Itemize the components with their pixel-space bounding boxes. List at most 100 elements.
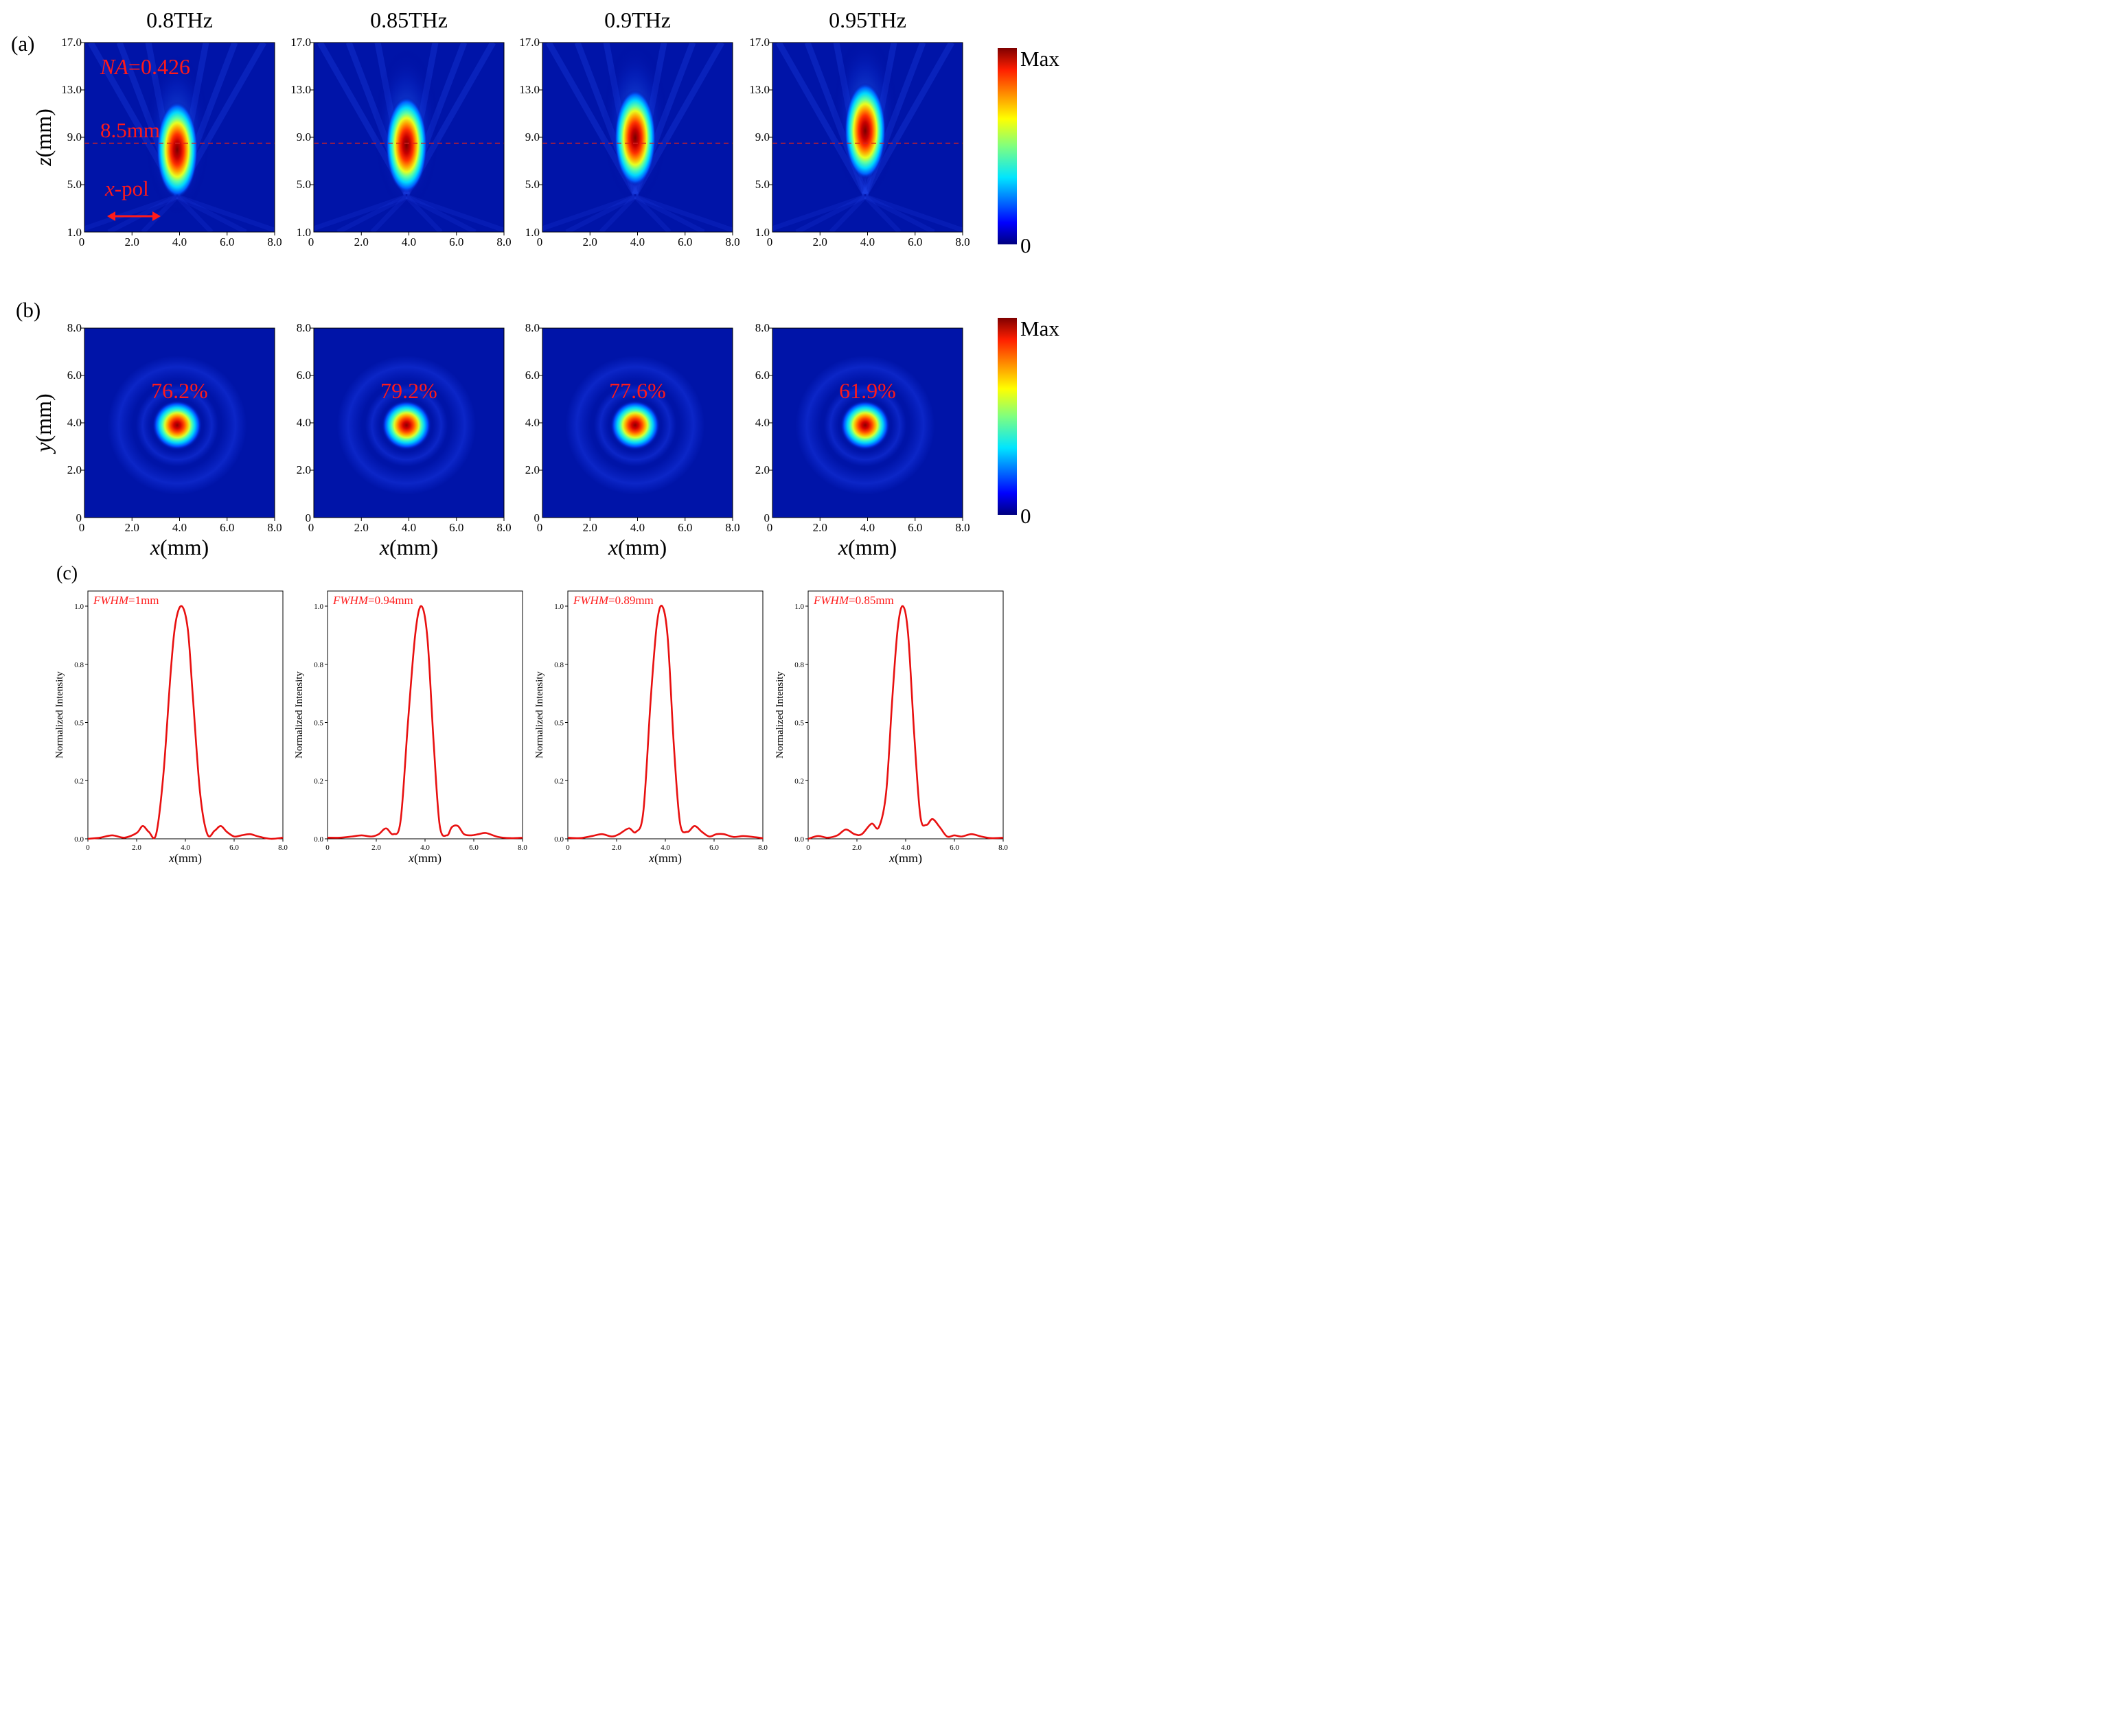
xtick-label: 8.0 (725, 235, 740, 248)
xtick-label: 6.0 (449, 235, 463, 248)
xtick-label: 0 (566, 844, 570, 852)
xtick-label: 8.0 (278, 844, 288, 852)
ytick-label: 9.0 (755, 130, 770, 143)
xtick-label: 0 (86, 844, 90, 852)
ytick-label: 9.0 (525, 130, 540, 143)
xlabel-x: x(mm) (608, 535, 667, 559)
xtick-label: 6.0 (220, 235, 234, 248)
xtick-label: 6.0 (449, 521, 463, 534)
colorbar-min-label: 0 (1020, 504, 1031, 528)
ytick-label: 8.0 (297, 321, 311, 334)
xtick-label: 0 (767, 521, 773, 534)
colorbar-1 (998, 318, 1017, 515)
ytick-label: 0.8 (314, 661, 323, 669)
xtick-label: 6.0 (229, 844, 239, 852)
side-lobe (565, 194, 637, 232)
ytick-label: 0.2 (74, 777, 84, 785)
ytick-label: 1.0 (755, 226, 770, 239)
freq-title-2: 0.9THz (604, 8, 671, 32)
side-lobe (634, 194, 705, 232)
efficiency-label: 61.9% (839, 378, 896, 403)
ytick-label: 17.0 (290, 36, 311, 49)
ytick-label: 1.0 (794, 603, 804, 611)
ytick-label: 5.0 (297, 178, 311, 191)
xtick-label: 4.0 (172, 521, 187, 534)
xtick-label: 4.0 (181, 844, 190, 852)
xtick-label: 0 (79, 235, 85, 248)
ytick-label: 4.0 (755, 416, 770, 429)
xtick-label: 4.0 (402, 235, 416, 248)
plot-frame (772, 42, 963, 233)
xtick-label: 8.0 (496, 521, 511, 534)
annotation-na: NA=0.426 (100, 54, 190, 79)
ytick-label: 0.0 (74, 835, 84, 844)
xtick-label: 0 (767, 235, 773, 248)
xlabel-x: x(mm) (168, 851, 202, 866)
ytick-label: 1.0 (525, 226, 540, 239)
ytick-label: 1.0 (74, 603, 84, 611)
ytick-label: 4.0 (67, 416, 82, 429)
xtick-label: 6.0 (908, 235, 922, 248)
figure: (a) (b) (c) 0.8THz 0.85THz 0.9THz 0.95THz 0 2.0 4… (0, 0, 1061, 868)
focal-spot (152, 400, 203, 450)
annotation-pol: x-pol (104, 176, 149, 200)
ytick-label: 0.2 (794, 777, 804, 785)
intensity-curve (807, 605, 1004, 840)
xlabel-x: x(mm) (648, 851, 682, 866)
xtick-label: 2.0 (583, 521, 597, 534)
ylabel-intensity: Normalized Intensity (294, 671, 305, 759)
heatmap-xy-3 (772, 328, 963, 518)
ytick-label: 13.0 (519, 83, 540, 96)
xtick-label: 6.0 (950, 844, 959, 852)
xtick-label: 6.0 (678, 521, 692, 534)
xtick-label: 8.0 (998, 844, 1008, 852)
plot-frame (542, 327, 733, 518)
heatmap-xz-0 (84, 43, 275, 232)
xlabel-x: x(mm) (379, 535, 438, 559)
xtick-label: 4.0 (420, 844, 430, 852)
xtick-label: 4.0 (901, 844, 910, 852)
plot-frame (87, 590, 284, 840)
focal-spot (382, 400, 432, 450)
freq-title-1: 0.85THz (370, 8, 448, 32)
ytick-label: 0.2 (314, 777, 323, 785)
ylabel-intensity: Normalized Intensity (54, 671, 65, 759)
xtick-label: 2.0 (125, 235, 139, 248)
ytick-label: 9.0 (67, 130, 82, 143)
ytick-label: 0 (76, 511, 82, 524)
ytick-label: 1.0 (67, 226, 82, 239)
ytick-label: 0.0 (794, 835, 804, 844)
colorbar-max-label: Max (1020, 47, 1059, 71)
heatmap-xz-1 (314, 43, 504, 232)
panel-label-a: (a) (11, 32, 34, 56)
heatmap-xy-0 (84, 328, 275, 518)
side-lobe (864, 194, 935, 232)
ytick-label: 0.8 (794, 661, 804, 669)
xtick-label: 4.0 (402, 521, 416, 534)
xtick-label: 6.0 (469, 844, 479, 852)
line-plot-0: 0 2.0 4.0 6.0 8.0 0.0 0.2 0.5 0.8 1.0 FWHM=1mm x(mm… (54, 590, 288, 866)
side-lobe (405, 194, 504, 232)
xtick-label: 8.0 (518, 844, 527, 852)
xtick-label: 2.0 (852, 844, 862, 852)
efficiency-label: 76.2% (151, 378, 208, 403)
colorbar-0 (998, 48, 1017, 244)
xtick-label: 6.0 (908, 521, 922, 534)
efficiency-label: 79.2% (380, 378, 437, 403)
ytick-label: 0 (306, 511, 312, 524)
xtick-label: 8.0 (955, 521, 970, 534)
colorbar-max-label: Max (1020, 316, 1059, 340)
ytick-label: 6.0 (755, 369, 770, 382)
xlabel-x: x(mm) (408, 851, 442, 866)
xtick-label: 2.0 (354, 235, 369, 248)
fwhm-label: FWHM=1mm (93, 594, 159, 607)
freq-title-3: 0.95THz (829, 8, 906, 32)
fwhm-label: FWHM=0.94mm (332, 594, 413, 607)
xtick-label: 0 (806, 844, 810, 852)
ytick-label: 2.0 (755, 463, 770, 476)
side-lobe (864, 194, 963, 232)
xtick-label: 4.0 (661, 844, 670, 852)
colorbar-min-label: 0 (1020, 233, 1031, 257)
focal-spot (157, 102, 198, 198)
ytick-label: 8.0 (67, 321, 82, 334)
